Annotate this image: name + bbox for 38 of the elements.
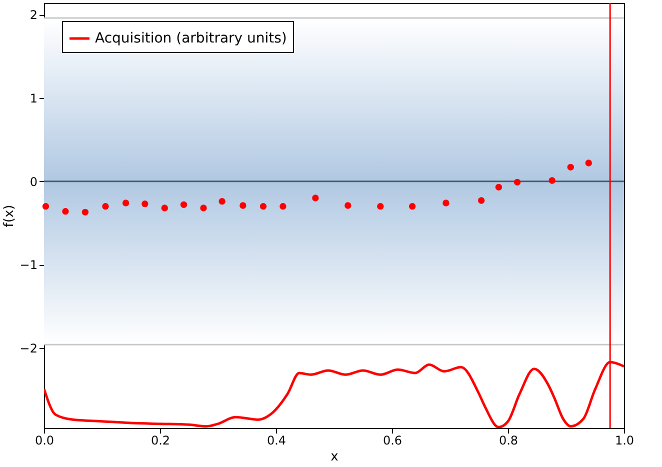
point bbox=[495, 184, 502, 191]
y-tick-label: −1 bbox=[20, 258, 38, 272]
point bbox=[377, 202, 384, 210]
legend-label: Acquisition (arbitrary units) bbox=[95, 30, 287, 46]
point bbox=[62, 208, 69, 215]
point bbox=[142, 200, 148, 208]
point bbox=[567, 164, 574, 171]
point bbox=[585, 160, 592, 166]
point bbox=[161, 204, 168, 212]
y-axis-title: f(x) bbox=[2, 204, 17, 228]
point bbox=[312, 194, 319, 202]
point bbox=[442, 200, 450, 206]
y-tick-label: 1 bbox=[30, 92, 38, 106]
point bbox=[514, 178, 521, 186]
point bbox=[200, 204, 207, 212]
point bbox=[548, 177, 556, 184]
x-tick-label: 0.0 bbox=[34, 434, 54, 448]
x-tick-label: 0.4 bbox=[266, 434, 286, 448]
point bbox=[218, 198, 226, 205]
point bbox=[82, 208, 89, 216]
point bbox=[408, 202, 416, 210]
y-tick-label: 2 bbox=[30, 8, 38, 22]
x-tick-label: 0.8 bbox=[498, 434, 518, 448]
point bbox=[478, 197, 485, 204]
point bbox=[180, 201, 188, 208]
x-axis-title: x bbox=[330, 450, 339, 464]
point bbox=[240, 202, 246, 209]
point bbox=[260, 202, 267, 210]
point bbox=[102, 202, 109, 210]
y-tick-label: 0 bbox=[30, 174, 38, 189]
point bbox=[344, 202, 352, 209]
point bbox=[42, 202, 50, 210]
point bbox=[122, 200, 130, 206]
x-tick-label: 0.6 bbox=[382, 434, 402, 448]
x-tick-label: 1.0 bbox=[614, 434, 634, 448]
y-tick-label: −2 bbox=[20, 342, 38, 356]
x-tick-label: 0.2 bbox=[150, 434, 170, 448]
point bbox=[280, 202, 286, 210]
